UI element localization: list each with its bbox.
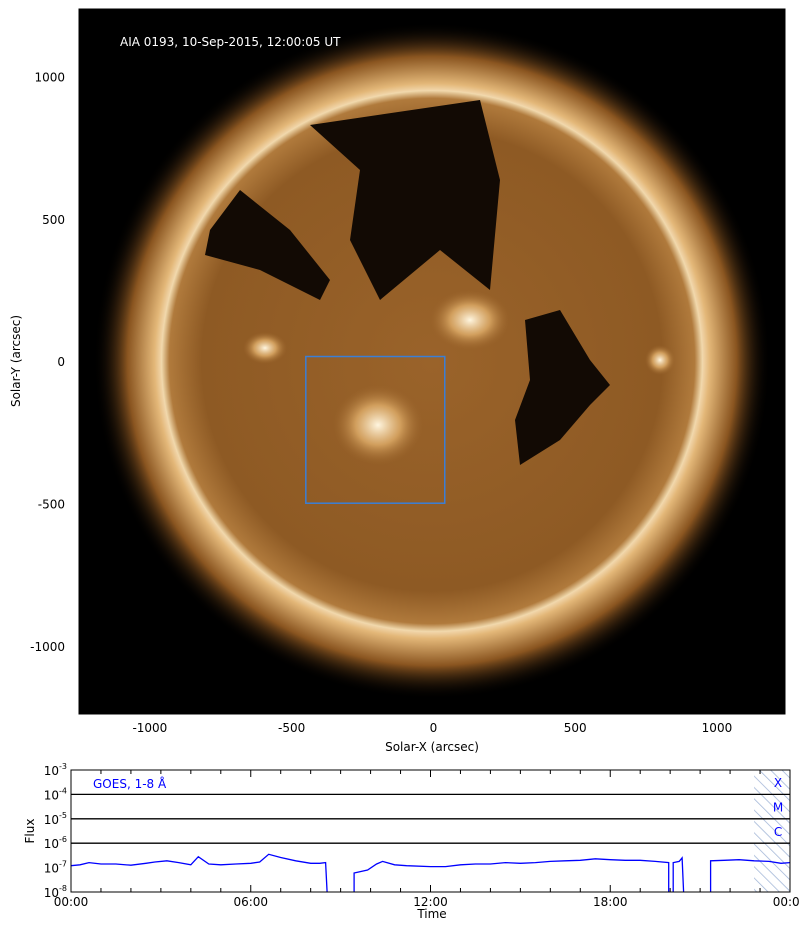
tick-exponent: -7: [59, 860, 67, 869]
solar-disk: [161, 90, 703, 632]
flux-tick-label: 10-6: [44, 835, 67, 851]
flux-tick-label: 10-8: [44, 884, 67, 900]
y-tick-label: 0: [57, 355, 65, 369]
flare-class-label: M: [773, 801, 783, 815]
coronal-hole-northwest: [205, 190, 330, 300]
coronal-hole-east: [515, 310, 610, 465]
y-tick-label: -1000: [30, 640, 65, 654]
tick-exponent: -4: [59, 786, 67, 795]
x-axis-label: Solar-X (arcsec): [385, 740, 479, 754]
active-region: [333, 385, 423, 465]
goes-legend: GOES, 1-8 Å: [93, 776, 167, 791]
flux-axis-label: Flux: [23, 819, 37, 844]
time-tick-label: 00:00: [773, 895, 799, 909]
active-region: [645, 345, 675, 375]
image-axes-frame: [78, 8, 786, 715]
tick-base: 10: [44, 813, 59, 827]
flux-tick-label: 10-5: [44, 811, 67, 827]
goes-plot-panel: XMC GOES, 1-8 Å Time Flux 00:00 06:00 12:0…: [23, 762, 799, 921]
tick-exponent: -6: [59, 835, 67, 844]
image-title: AIA 0193, 10-Sep-2015, 12:00:05 UT: [120, 35, 341, 49]
x-tick-label: -1000: [132, 721, 167, 735]
time-tick-label: 06:00: [233, 895, 268, 909]
tick-exponent: -5: [59, 811, 67, 820]
y-axis-label: Solar-Y (arcsec): [9, 315, 23, 407]
y-tick-label: 1000: [34, 70, 65, 84]
tick-exponent: -3: [59, 762, 67, 771]
tick-exponent: -8: [59, 884, 67, 893]
x-tick-label: -500: [278, 721, 305, 735]
flux-tick-label: 10-3: [44, 762, 67, 778]
x-tick-label: 0: [430, 721, 438, 735]
tick-base: 10: [44, 886, 59, 900]
y-tick-label: -500: [38, 498, 65, 512]
time-tick-label: 12:00: [413, 895, 448, 909]
active-region: [430, 290, 510, 350]
x-tick-label: 500: [564, 721, 587, 735]
coronal-hole-north: [310, 100, 500, 300]
x-tick-label: 1000: [702, 721, 733, 735]
flare-class-label: C: [774, 825, 782, 839]
region-of-interest-box: [305, 355, 446, 504]
flux-tick-label: 10-7: [44, 860, 67, 876]
tick-base: 10: [44, 764, 59, 778]
solar-image-panel: AIA 0193, 10-Sep-2015, 12:00:05 UT Solar…: [9, 8, 786, 754]
hatched-region: [754, 770, 790, 892]
tick-base: 10: [44, 862, 59, 876]
time-tick-label: 18:00: [593, 895, 628, 909]
y-tick-label: 500: [42, 213, 65, 227]
flare-class-label: X: [774, 776, 782, 790]
active-region: [243, 332, 287, 364]
tick-base: 10: [44, 788, 59, 802]
goes-flux-line: [71, 853, 790, 892]
tick-base: 10: [44, 837, 59, 851]
flux-tick-label: 10-4: [44, 786, 67, 802]
time-axis-label: Time: [416, 907, 446, 921]
time-tick-label: 00:00: [54, 895, 89, 909]
